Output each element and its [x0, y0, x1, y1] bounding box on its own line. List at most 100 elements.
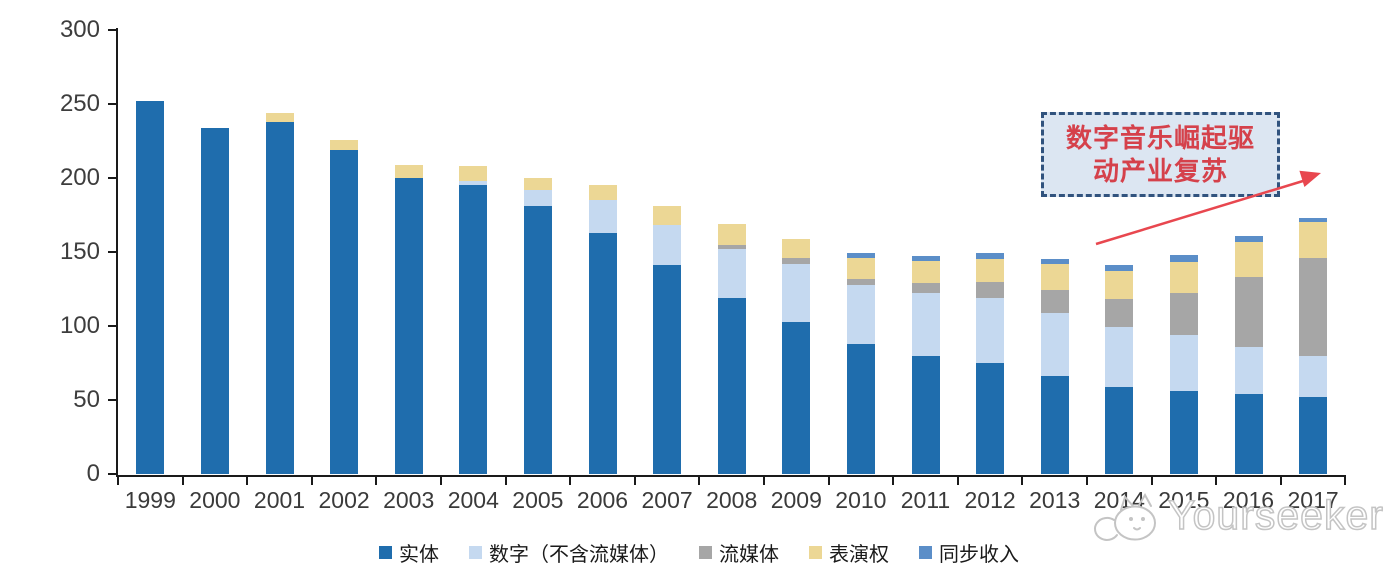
bar-segment-physical-2001 [265, 121, 294, 474]
legend-item-digital-excl-streaming: 数字（不含流媒体） [469, 538, 669, 567]
x-category-label: 2007 [641, 487, 693, 513]
bar-segment-digital-excl-streaming-2015 [1169, 334, 1198, 392]
x-category-label: 2012 [964, 487, 1016, 513]
x-category-label: 2017 [1287, 487, 1339, 513]
x-category-label: 2005 [512, 487, 564, 513]
x-tick [827, 477, 830, 485]
bar-segment-streaming-2015 [1169, 293, 1198, 335]
annotation-text-line1: 数字音乐崛起驱 [1065, 123, 1255, 153]
bar-segment-digital-excl-streaming-2010 [846, 284, 875, 344]
y-tick [108, 399, 117, 401]
bar-segment-streaming-2010 [846, 278, 875, 285]
bar-segment-digital-excl-streaming-2006 [588, 200, 617, 233]
bar-segment-streaming-2008 [717, 244, 746, 250]
watermark: Yourseeker [1086, 490, 1384, 548]
bar-segment-physical-2003 [394, 178, 423, 474]
bar-segment-streaming-2016 [1234, 277, 1263, 347]
bar-segment-sync-2017 [1299, 217, 1328, 223]
legend-item-performance-rights: 表演权 [809, 538, 889, 567]
bar-segment-physical-2011 [911, 355, 940, 474]
bar-segment-performance-rights-2008 [717, 223, 746, 245]
bar-segment-digital-excl-streaming-2017 [1299, 355, 1328, 398]
y-tick-label: 250 [59, 90, 100, 117]
x-tick [569, 477, 572, 485]
y-tick [108, 103, 117, 105]
bar-segment-physical-2013 [1040, 376, 1069, 474]
legend-item-sync: 同步收入 [919, 538, 1019, 567]
legend-label-physical: 实体 [399, 544, 439, 566]
x-tick [181, 477, 184, 485]
bar-segment-sync-2015 [1169, 254, 1198, 263]
bar-segment-physical-2015 [1169, 391, 1198, 474]
y-tick [108, 325, 117, 327]
x-axis-line [116, 475, 1346, 477]
x-category-label: 1999 [124, 487, 176, 513]
x-tick [504, 477, 507, 485]
bar-segment-digital-excl-streaming-2016 [1234, 346, 1263, 395]
bar-segment-performance-rights-2013 [1040, 263, 1069, 291]
bar-segment-streaming-2014 [1105, 299, 1134, 328]
bar-segment-physical-2017 [1299, 397, 1328, 474]
bar-segment-performance-rights-2001 [265, 112, 294, 122]
x-tick [1021, 477, 1024, 485]
bar-segment-sync-2014 [1105, 265, 1134, 272]
bar-segment-performance-rights-2012 [976, 259, 1005, 282]
x-category-label: 2002 [318, 487, 370, 513]
bar-segment-performance-rights-2009 [782, 238, 811, 258]
legend-swatch-digital-excl-streaming [469, 546, 482, 559]
bar-segment-physical-2000 [200, 127, 229, 474]
bar-segment-physical-2005 [523, 206, 552, 474]
bar-segment-digital-excl-streaming-2011 [911, 293, 940, 356]
y-tick-label: 150 [59, 238, 100, 265]
bar-segment-physical-2012 [976, 363, 1005, 474]
legend-swatch-physical [379, 546, 392, 559]
bar-segment-digital-excl-streaming-2008 [717, 249, 746, 298]
x-tick [1215, 477, 1218, 485]
x-tick [956, 477, 959, 485]
bar-segment-digital-excl-streaming-2014 [1105, 327, 1134, 387]
bar-segment-sync-2012 [976, 253, 1005, 260]
y-tick [108, 251, 117, 253]
x-category-label: 2011 [900, 487, 951, 513]
y-tick-label: 0 [86, 460, 100, 487]
x-category-label: 2006 [576, 487, 629, 513]
legend-swatch-streaming [699, 546, 712, 559]
legend-label-streaming: 流媒体 [719, 544, 779, 566]
y-tick-label: 100 [59, 312, 100, 339]
bar-segment-streaming-2009 [782, 257, 811, 264]
bar-segment-performance-rights-2006 [588, 185, 617, 201]
bar-segment-performance-rights-2004 [459, 166, 488, 181]
x-category-label: 2008 [706, 487, 758, 513]
bar-segment-digital-excl-streaming-2005 [523, 189, 552, 207]
bar-segment-digital-excl-streaming-2013 [1040, 312, 1069, 377]
x-category-label: 2010 [835, 487, 887, 513]
x-category-label: 2003 [383, 487, 435, 513]
bar-segment-physical-1999 [136, 101, 165, 474]
watermark-text: Yourseeker [1167, 491, 1384, 539]
bar-segment-digital-excl-streaming-2009 [782, 263, 811, 322]
y-tick [108, 473, 117, 475]
x-tick [310, 477, 313, 485]
y-tick [108, 29, 117, 31]
x-tick [633, 477, 636, 485]
x-category-label: 2016 [1222, 487, 1275, 513]
x-tick [892, 477, 895, 485]
bar-segment-performance-rights-2011 [911, 260, 940, 284]
y-axis-line [116, 28, 118, 477]
x-category-label: 2015 [1158, 487, 1210, 513]
legend: 实体 数字（不含流媒体） 流媒体 表演权 同步收入 [0, 538, 1398, 567]
bar-segment-streaming-2017 [1299, 257, 1328, 356]
x-category-label: 2001 [253, 487, 306, 513]
x-category-label: 2014 [1093, 487, 1145, 513]
x-tick [698, 477, 701, 485]
bar-segment-physical-2010 [846, 343, 875, 474]
legend-item-physical: 实体 [379, 538, 439, 567]
x-category-label: 2009 [770, 487, 822, 513]
bar-segment-performance-rights-2005 [523, 178, 552, 190]
bar-segment-performance-rights-2017 [1299, 222, 1328, 258]
legend-swatch-performance-rights [809, 546, 822, 559]
x-tick [246, 477, 249, 485]
bar-segment-digital-excl-streaming-2007 [653, 225, 682, 266]
bar-segment-sync-2010 [846, 253, 875, 258]
bar-segment-streaming-2012 [976, 281, 1005, 298]
